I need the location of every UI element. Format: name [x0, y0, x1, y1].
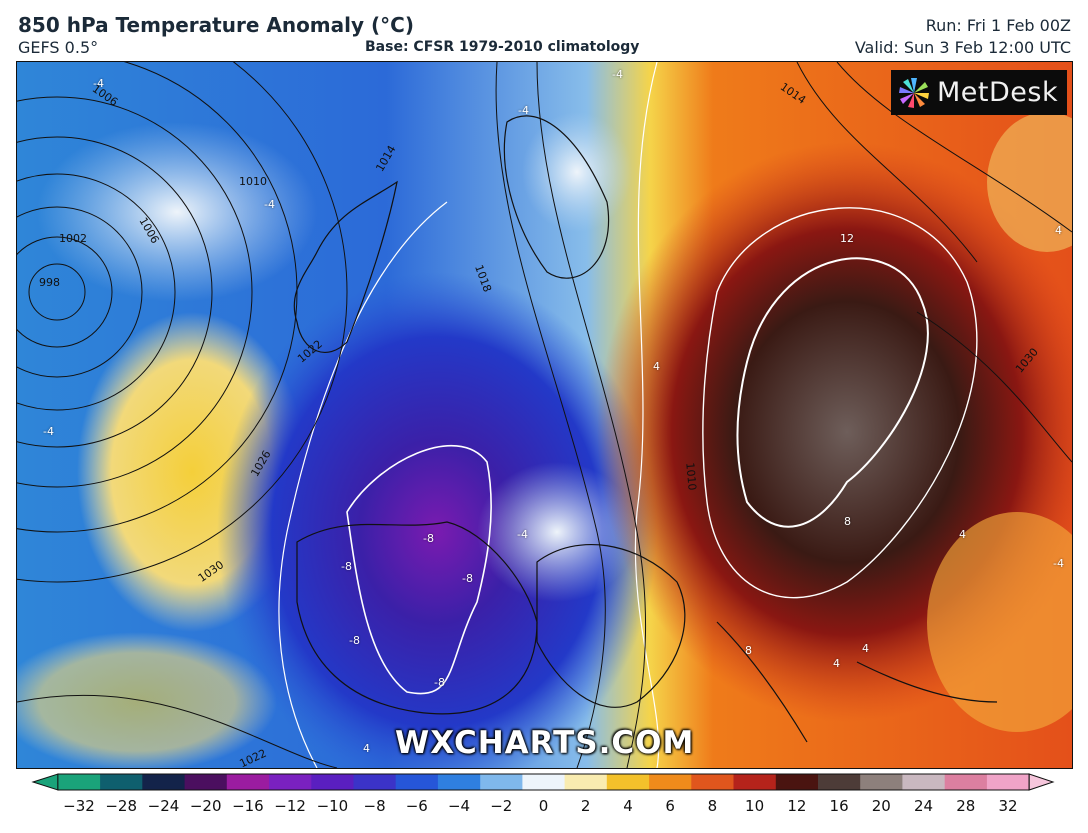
colorbar-swatch	[269, 774, 312, 790]
climatology-base: Base: CFSR 1979-2010 climatology	[365, 39, 640, 55]
anomaly-label: -8	[423, 532, 434, 545]
colorbar-swatch	[564, 774, 608, 790]
anomaly-label: 4	[1055, 224, 1062, 237]
colorbar-tick-label: −2	[490, 797, 513, 815]
colorbar-tick-label: −6	[405, 797, 428, 815]
anomaly-label: -8	[434, 676, 445, 689]
metdesk-logo: MetDesk	[891, 70, 1067, 115]
colorbar-tick-label: 28	[956, 797, 976, 815]
colorbar-tick-label: 8	[707, 797, 718, 815]
colorbar-tick-label: −28	[105, 797, 138, 815]
colorbar-swatch	[818, 774, 861, 790]
colorbar-swatch	[437, 774, 481, 790]
anomaly-label: 4	[833, 657, 840, 670]
wxcharts-watermark: WXCHARTS.COM	[395, 725, 695, 761]
colorbar-tick-label: 0	[538, 797, 549, 815]
anomaly-label: -4	[518, 104, 529, 117]
colorbar-swatch	[902, 774, 946, 790]
colorbar-tick-label: 20	[871, 797, 891, 815]
colorbar-tick-label: −8	[363, 797, 386, 815]
colorbar-swatch	[606, 774, 650, 790]
anomaly-label: 8	[844, 515, 851, 528]
colorbar-outline	[57, 773, 1030, 791]
anomaly-label: -8	[462, 572, 473, 585]
colorbar-swatch	[775, 774, 819, 790]
colorbar-tick-label: 16	[829, 797, 849, 815]
anomaly-label: 4	[653, 360, 660, 373]
anomaly-label: 4	[862, 642, 869, 655]
colorbar-swatch	[311, 774, 354, 790]
colorbar-swatch	[944, 774, 988, 790]
anomaly-label: -4	[93, 77, 104, 90]
isobar-label: 1002	[59, 232, 87, 245]
colorbar-tick-label: 6	[665, 797, 675, 815]
colorbar-arrow-high	[1028, 773, 1055, 791]
colorbar-tick-label: 10	[745, 797, 765, 815]
isobar-label: 1010	[683, 461, 699, 492]
anomaly-label: -8	[349, 634, 360, 647]
colorbar-tick-label: −24	[147, 797, 180, 815]
anomaly-label: -4	[264, 198, 275, 211]
colorbar-swatch	[522, 774, 566, 790]
run-time: Run: Fri 1 Feb 00Z	[925, 16, 1071, 35]
colorbar-swatch	[860, 774, 903, 790]
anomaly-label: 12	[840, 232, 854, 245]
colorbar-tick-label: −4	[447, 797, 471, 815]
anomaly-label: 4	[363, 742, 370, 755]
model-label: GEFS 0.5°	[18, 38, 99, 57]
colorbar-tick-label: −20	[189, 797, 222, 815]
isobar-label: 998	[39, 276, 60, 289]
valid-time: Valid: Sun 3 Feb 12:00 UTC	[854, 38, 1071, 57]
isobar-label: 1010	[239, 175, 267, 188]
colorbar-swatch	[184, 774, 228, 790]
anomaly-label: -4	[517, 528, 528, 541]
colorbar-tick-label: 32	[998, 797, 1018, 815]
colorbar-swatch	[395, 774, 439, 790]
anomaly-map: MetDesk 1006 1014 1010 1002 1006 998 101…	[16, 61, 1073, 769]
anomaly-label: -4	[43, 425, 54, 438]
colorbar-swatch	[691, 774, 734, 790]
colorbar-tick-label: 24	[913, 797, 934, 815]
anomaly-field	[17, 62, 1072, 768]
chart-title: 850 hPa Temperature Anomaly (°C)	[18, 13, 414, 37]
colorbar-swatch	[649, 774, 692, 790]
colorbar-tick-label: −32	[63, 797, 95, 815]
colorbar-tick-label: 2	[580, 797, 591, 815]
colorbar-swatch	[142, 774, 185, 790]
colorbar-tick-label: −12	[274, 797, 306, 815]
anomaly-label: -4	[612, 68, 623, 81]
colorbar-tick-label: −10	[316, 797, 349, 815]
colorbar-tick-label: −16	[232, 797, 264, 815]
colorbar	[31, 773, 1055, 791]
colorbar-swatch	[480, 774, 523, 790]
colorbar-tick-label: 4	[623, 797, 633, 815]
colorbar-swatch	[733, 774, 777, 790]
colorbar-swatch	[57, 774, 101, 790]
logo-text: MetDesk	[937, 77, 1059, 108]
anomaly-label: -8	[341, 560, 352, 573]
colorbar-arrow-low	[31, 773, 59, 791]
colorbar-tick-label: 12	[787, 797, 807, 815]
colorbar-swatch	[353, 774, 397, 790]
colorbar-swatch	[226, 774, 270, 790]
colorbar-swatch	[100, 774, 143, 790]
anomaly-label: -4	[1053, 557, 1064, 570]
anomaly-label: 8	[745, 644, 752, 657]
metdesk-pinwheel-icon	[899, 77, 929, 108]
colorbar-swatch	[986, 774, 1030, 790]
anomaly-label: 4	[959, 528, 966, 541]
